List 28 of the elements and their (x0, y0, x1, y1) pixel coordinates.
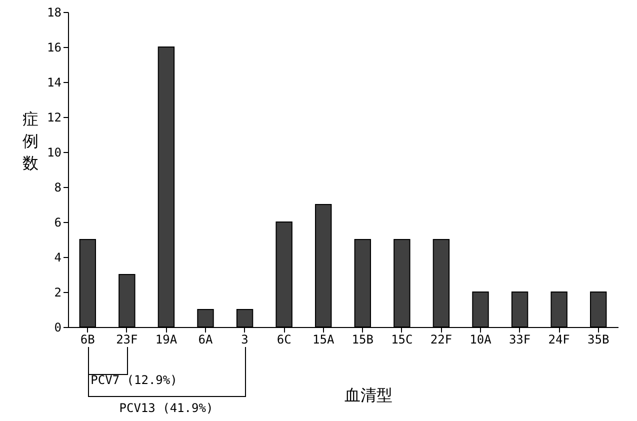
x-tick-label: 23F (116, 332, 138, 346)
x-tick-label: 15C (391, 332, 413, 346)
x-tick-label: 24F (548, 332, 570, 346)
y-axis-title: 症例数 (22, 110, 38, 172)
y-tick-label: 16 (47, 40, 62, 54)
y-tick-label: 4 (54, 250, 62, 264)
y-tick-label: 0 (54, 320, 62, 334)
x-axis-title: 血清型 (344, 386, 392, 404)
x-tick-label: 15A (312, 332, 335, 346)
x-tick-label: 10A (470, 332, 492, 346)
y-tick-label: 2 (54, 286, 62, 300)
y-tick-label: 10 (47, 146, 62, 160)
x-tick-label: 33F (508, 332, 531, 346)
x-tick-label: 22F (430, 332, 452, 346)
y-tick-label: 6 (54, 216, 62, 230)
text: PCV7 (12.9%) (90, 373, 178, 387)
y-tick-label: 12 (47, 110, 62, 124)
y-tick-label: 14 (47, 76, 62, 90)
x-tick-label: 6A (198, 332, 214, 346)
text: PCV13 (41.9%) (119, 401, 214, 415)
y-tick-label: 18 (47, 6, 62, 20)
x-tick-label: 6C (276, 332, 292, 346)
y-tick-label: 8 (54, 180, 62, 194)
x-tick-label: 35B (588, 332, 610, 346)
x-tick-label: 6B (80, 332, 95, 346)
x-tick-label: 15B (352, 332, 374, 346)
x-tick-label: 19A (155, 332, 178, 346)
x-tick-label: 3 (241, 332, 248, 346)
